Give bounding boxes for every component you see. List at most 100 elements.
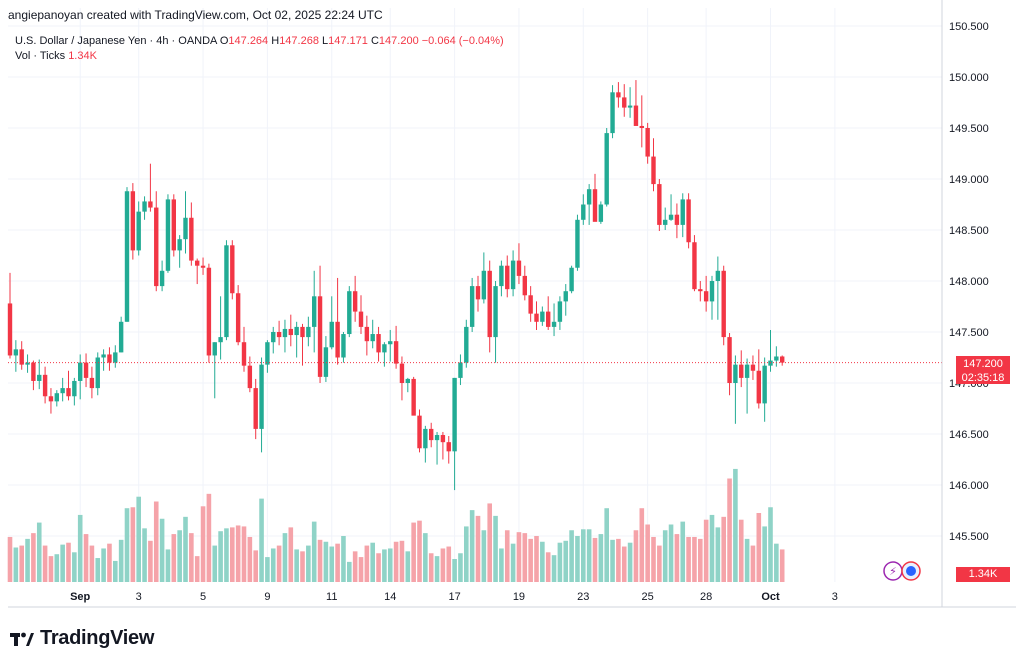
volume-bar [142,528,147,582]
candle-body [540,311,545,322]
volume-bar [762,526,767,582]
volume-label[interactable]: Vol · Ticks [15,50,66,62]
x-tick-label: 3 [832,591,838,603]
volume-bar [83,534,89,582]
candle [622,84,627,117]
tradingview-logo[interactable]: TradingView [10,627,154,650]
candle-body [440,435,446,443]
candle [154,191,159,292]
candle [633,80,639,126]
candle-body [592,189,598,222]
candle [721,265,726,346]
candle [487,260,492,353]
candle [657,179,662,232]
candle-body [31,362,36,381]
candle [762,357,767,422]
candle [575,214,580,271]
volume-bar [703,519,709,582]
volume-legend: Vol · Ticks 1.34K [15,50,97,62]
candle-body [510,260,516,290]
candle-body [165,199,171,271]
volume-bar [721,516,726,582]
candle [674,203,680,239]
volume-bar [48,556,54,582]
candle [756,349,761,409]
volume-bar [610,539,615,582]
candle [347,286,352,338]
candle [271,326,276,354]
candle-body [60,388,65,394]
volume-bar [469,510,475,582]
candle [739,350,744,388]
volume-bar [598,534,604,582]
volume-bar [382,549,387,582]
candle [423,425,428,463]
candle [592,173,598,222]
candle [610,85,615,139]
volume-bar [516,532,522,582]
symbol-label[interactable]: U.S. Dollar / Japanese Yen · 4h · OANDA [15,35,217,47]
candle-body [335,321,340,358]
candle [265,340,270,373]
volume-bar [288,527,294,582]
candle-body [516,260,522,276]
candle-body [469,286,475,327]
candle-body [382,344,387,353]
candle-body [586,189,592,205]
volume-bar [393,541,399,582]
candle-body [557,301,563,322]
candle-body [674,214,680,225]
candle [107,347,112,371]
volume-bar [235,525,241,582]
candle-body [206,267,212,356]
candle-body [423,428,428,449]
candle [48,388,54,414]
candle [247,356,253,393]
candle [499,260,504,297]
candle-body [774,356,779,361]
candle-body [598,204,604,222]
candle [774,346,779,367]
x-axis-ticks: Sep 3 5 9 11 14 17 19 23 25 28 Oct 3 [70,591,838,603]
candle-body [744,364,750,378]
y-tick-label: 149.000 [949,174,989,186]
candle-body [276,332,282,338]
volume-bar [42,545,48,582]
candle [230,240,235,300]
candle [382,342,387,367]
candle-body [189,217,194,261]
candle [750,355,756,380]
candle-body [130,191,136,251]
candle-body [171,199,176,251]
candle-body [364,326,370,342]
candle [171,194,176,257]
candle [399,356,405,401]
volume-bar [709,514,715,582]
volume-bar [651,536,656,582]
volume-bar [464,526,469,582]
volume-bar [621,546,627,582]
volume-bar [183,516,188,582]
candle-body [235,293,241,343]
candle [206,263,212,363]
candle-body [551,321,557,327]
volume-bar [592,537,598,582]
volume-bar [265,557,270,582]
candle [294,321,299,358]
candle-body [692,242,697,290]
candle [417,409,422,453]
candle [165,194,171,273]
candle [142,196,147,220]
candle-body [721,270,726,338]
candle [101,349,106,371]
candle [569,265,574,294]
volume-bar [253,550,258,582]
volume-bar [31,533,36,582]
candle-body [142,201,147,212]
bar-countdown: 02:35:18 [961,372,1005,384]
candle [72,377,77,406]
candle-body [657,184,662,225]
candle-body [727,337,732,383]
